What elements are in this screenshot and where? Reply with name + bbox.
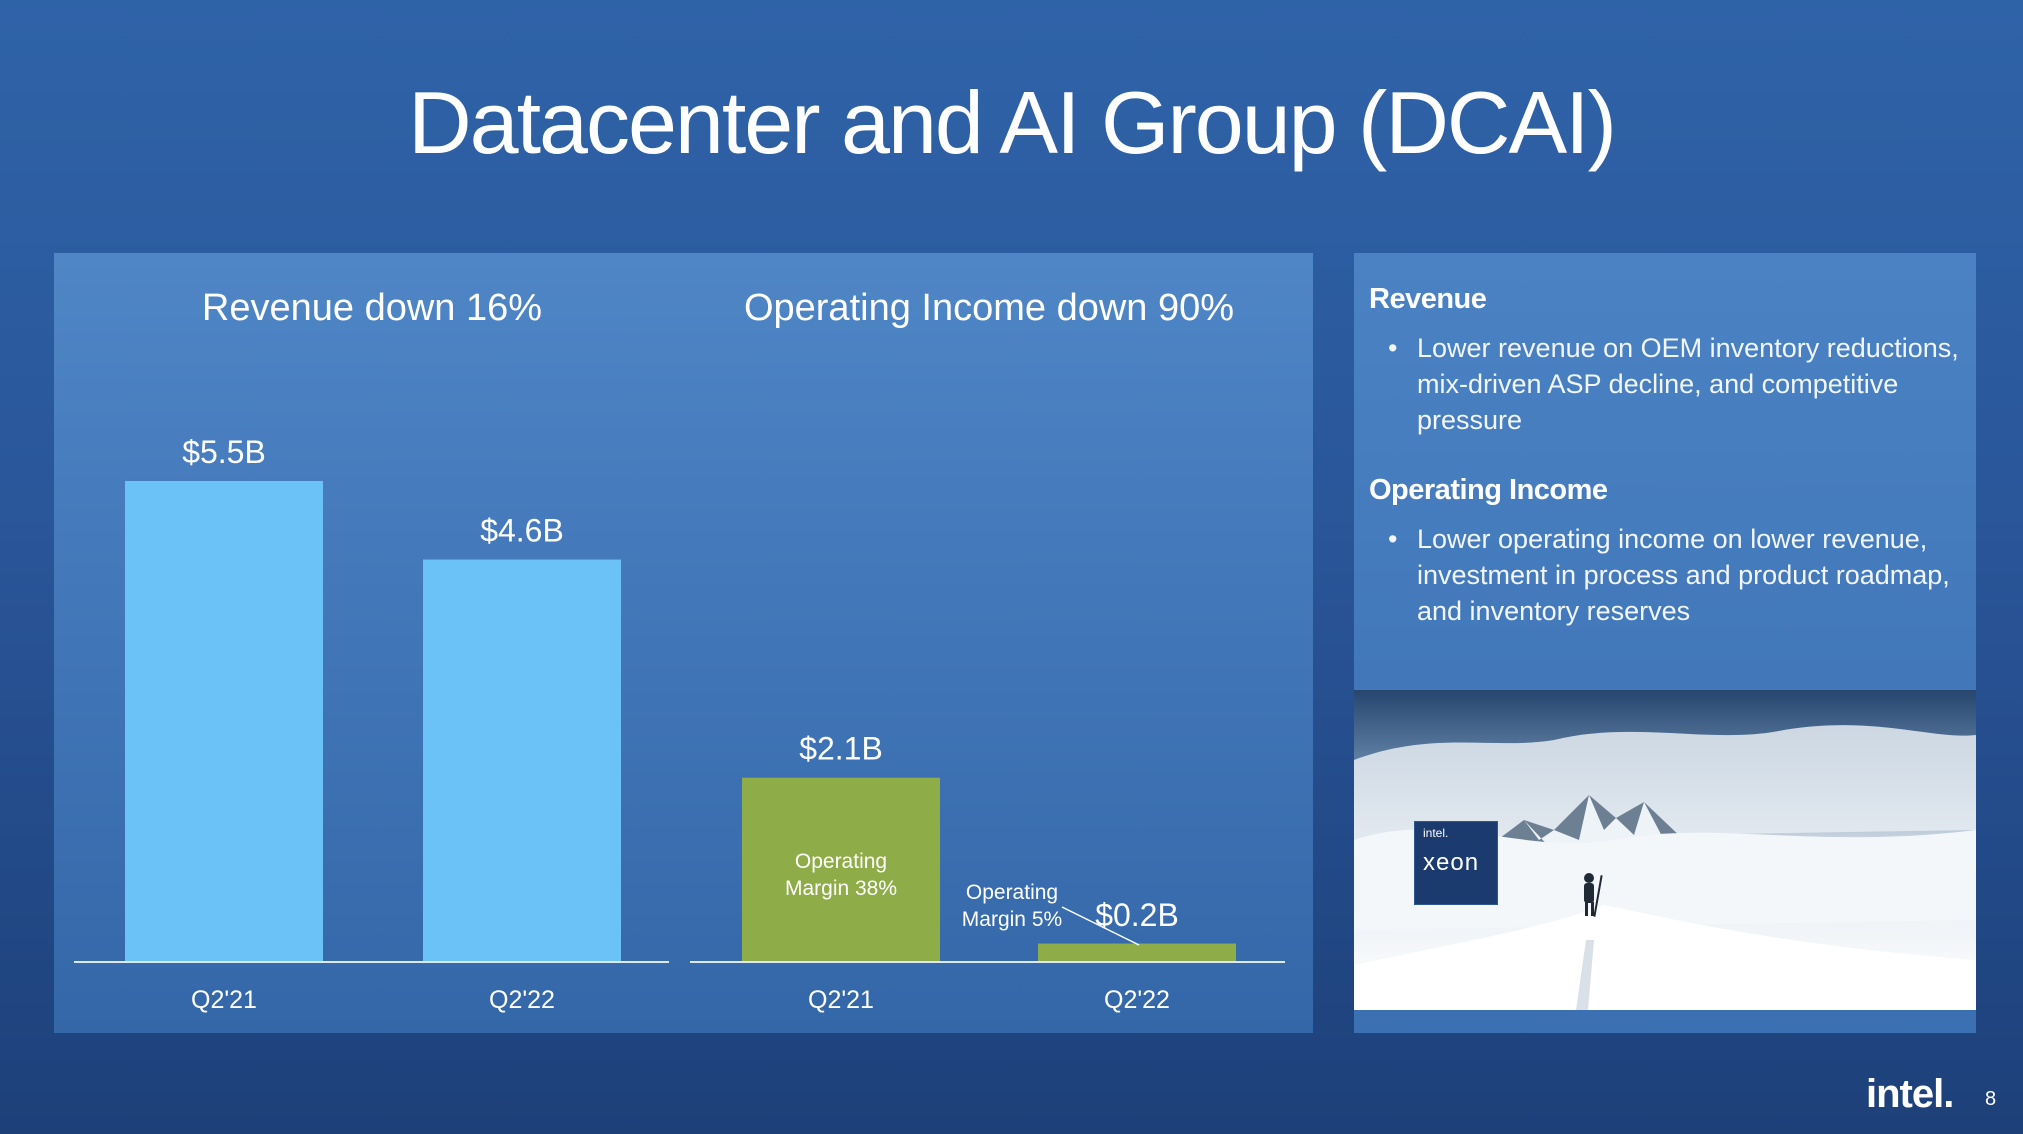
x-tick-label: Q2'22 [1104,986,1170,1014]
xeon-mountain-photo: intel. xeon [1354,690,1976,1010]
income-bullet-text: Lower operating income on lower revenue,… [1417,524,1950,626]
margin-annotation-line-2: Margin 38% [785,877,897,900]
bar-2-1 [742,777,940,961]
commentary-text: Revenue • Lower revenue on OEM inventory… [1369,283,1969,665]
revenue-heading: Revenue [1369,283,1487,315]
x-tick-label: Q2'22 [489,986,555,1014]
cloud-layer [1354,725,1976,840]
bar-charts: Revenue down 16% Q2'21 Q2'22 Operating Inco… [74,287,1285,1014]
cloud-bank [1354,829,1976,930]
slide-title: Datacenter and AI Group (DCAI) [408,73,1617,172]
revenue-bullet: • Lower revenue on OEM inventory reducti… [1369,330,1969,438]
xeon-badge-intel: intel. [1423,826,1449,840]
commentary-panel: Revenue • Lower revenue on OEM inventory… [1354,253,1976,1033]
x-tick-label: Q2'21 [808,986,874,1014]
value-label: $5.5B [182,434,266,470]
xeon-badge-xeon: xeon [1423,849,1480,876]
bar-2-2 [1038,943,1236,961]
value-label: $0.2B [1095,897,1179,933]
revenue-bullet-text: Lower revenue on OEM inventory reduction… [1417,333,1959,435]
snow-slope [1354,905,1976,1010]
chart-title-2: Operating Income down 90% [744,287,1234,329]
footprints [1576,940,1594,1010]
value-label: $4.6B [480,513,564,549]
income-heading: Operating Income [1369,474,1608,506]
value-label: $2.1B [799,731,883,767]
margin-annotation-line-2: Margin 5% [962,908,1062,931]
margin-leader-line [1061,906,1140,946]
income-bullet: • Lower operating income on lower revenu… [1369,521,1969,629]
hiker [1584,873,1603,917]
margin-annotation-line-1: Operating [966,881,1058,904]
page-number: 8 [1985,1088,1997,1110]
intel-logo: intel. [1866,1072,1954,1116]
bar-1-2 [423,559,621,961]
x-tick-label: Q2'21 [191,986,257,1014]
xeon-badge: intel. xeon [1414,821,1498,905]
chart-panel: Revenue down 16% Q2'21 Q2'22 Operating Inco… [54,253,1313,1033]
chart-title-1: Revenue down 16% [202,287,542,329]
margin-annotation-line-1: Operating [795,850,887,873]
bullet-dot: • [1388,524,1398,554]
mountain-illustration [1354,725,1976,1010]
bullet-dot: • [1388,333,1398,363]
bar-1-1 [125,481,323,961]
